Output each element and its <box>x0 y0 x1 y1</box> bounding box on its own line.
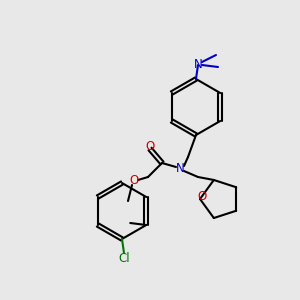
Text: O: O <box>197 190 207 203</box>
Text: O: O <box>129 175 139 188</box>
Text: O: O <box>146 140 154 154</box>
Text: Cl: Cl <box>118 251 130 265</box>
Text: N: N <box>176 163 184 176</box>
Text: N: N <box>194 58 202 71</box>
